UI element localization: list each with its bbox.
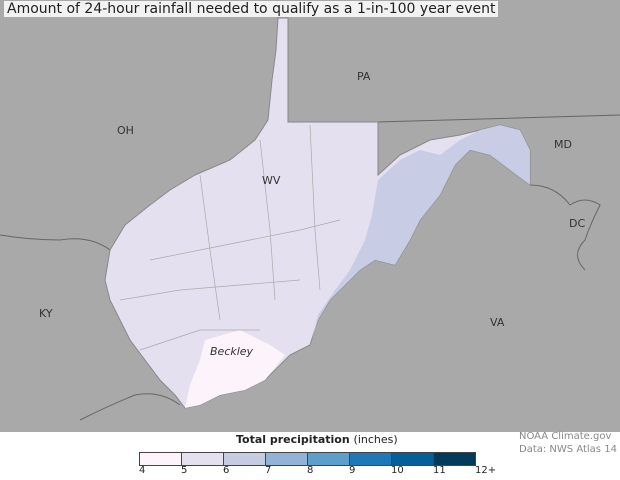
label-ky: KY (39, 307, 53, 320)
high-rainfall-zone (312, 125, 530, 340)
legend-tick: 7 (265, 465, 272, 476)
legend-swatch (266, 453, 308, 465)
legend-tick: 12+ (475, 465, 497, 476)
legend-tick: 6 (223, 465, 230, 476)
legend-unit: (inches) (353, 433, 398, 446)
legend-swatch (350, 453, 392, 465)
label-md: MD (554, 138, 572, 151)
legend-title-text: Total precipitation (236, 433, 350, 446)
legend-title: Total precipitation (inches) (236, 433, 398, 446)
legend-tick: 8 (307, 465, 314, 476)
map (0, 0, 620, 432)
label-oh: OH (117, 124, 134, 137)
legend-swatch (308, 453, 350, 465)
legend-tick: 5 (181, 465, 188, 476)
legend-swatch (140, 453, 182, 465)
label-va: VA (490, 316, 505, 329)
legend-swatch (224, 453, 266, 465)
label-dc: DC (569, 217, 586, 230)
legend-tick: 11 (433, 465, 446, 476)
credit-data: Data: NWS Atlas 14 (519, 444, 617, 455)
legend-colorbar (139, 452, 476, 466)
label-beckley: Beckley (210, 345, 254, 358)
legend-ticks: 4 5 6 7 8 9 10 11 12+ (133, 465, 497, 479)
label-wv: WV (262, 174, 281, 187)
county-lines (119, 124, 341, 351)
legend-tick: 9 (349, 465, 356, 476)
legend-tick: 4 (139, 465, 146, 476)
legend-swatch (182, 453, 224, 465)
low-rainfall-zone (185, 330, 285, 408)
label-pa: PA (357, 70, 371, 83)
credit-source: NOAA Climate.gov (519, 431, 612, 442)
legend-swatch (434, 453, 475, 465)
map-title: Amount of 24-hour rainfall needed to qua… (4, 1, 499, 17)
legend-tick: 10 (391, 465, 404, 476)
legend-swatch (392, 453, 434, 465)
